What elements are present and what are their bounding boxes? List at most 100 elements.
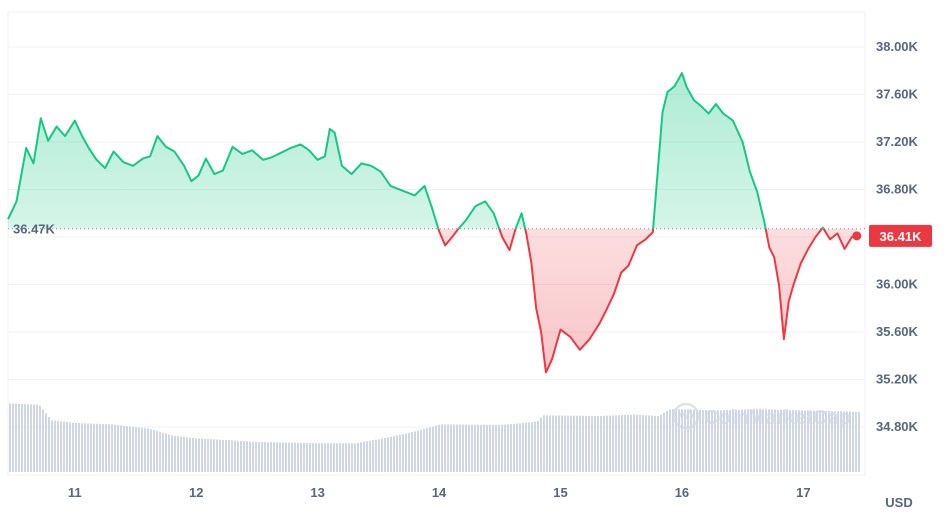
volume-bar: [774, 409, 776, 472]
volume-bar: [243, 441, 245, 472]
volume-bar: [426, 428, 428, 472]
volume-bar: [516, 423, 518, 472]
volume-bar: [30, 404, 32, 472]
volume-bar: [573, 415, 575, 472]
y-tick-label: 36.80K: [876, 182, 919, 197]
volume-bar: [423, 429, 425, 472]
volume-bar: [114, 424, 116, 472]
volume-bar: [735, 409, 737, 472]
volume-bar: [438, 424, 440, 472]
volume-bar: [333, 443, 335, 472]
volume-bar: [588, 415, 590, 472]
volume-bar: [240, 440, 242, 472]
volume-bar: [147, 428, 149, 472]
volume-bar: [741, 409, 743, 472]
volume-bar: [441, 424, 443, 472]
volume-bar: [270, 442, 272, 472]
volume-bar: [747, 409, 749, 472]
volume-bar: [129, 426, 131, 472]
volume-bar: [96, 423, 98, 472]
current-price-dot: [852, 231, 862, 241]
volume-bar: [801, 410, 803, 472]
volume-bar: [753, 409, 755, 472]
volume-bar: [291, 442, 293, 472]
y-tick-label: 37.60K: [876, 87, 919, 102]
volume-bar: [498, 425, 500, 472]
volume-bar: [336, 443, 338, 472]
volume-bar: [135, 427, 137, 472]
volume-bar: [72, 422, 74, 472]
volume-bar: [723, 410, 725, 472]
volume-bar: [84, 423, 86, 472]
volume-bar: [615, 415, 617, 472]
volume-bar: [495, 425, 497, 472]
volume-bar: [87, 423, 89, 472]
volume-bar: [654, 415, 656, 472]
x-tick-label: 15: [553, 485, 567, 500]
volume-bar: [279, 442, 281, 472]
volume-bar: [348, 443, 350, 472]
volume-bar: [378, 439, 380, 472]
volume-bar: [9, 403, 11, 472]
volume-bar: [663, 412, 665, 472]
volume-bar: [108, 424, 110, 472]
volume-bar: [288, 442, 290, 472]
volume-bar: [162, 432, 164, 472]
volume-bar: [300, 442, 302, 472]
volume-bar: [327, 443, 329, 472]
current-price-badge: [869, 224, 932, 247]
volume-bar: [792, 410, 794, 472]
volume-bar: [303, 442, 305, 472]
volume-bar: [786, 409, 788, 472]
volume-bar: [123, 425, 125, 472]
volume-bar: [570, 415, 572, 472]
volume-bar: [678, 409, 680, 472]
volume-bar: [537, 420, 539, 472]
volume-bar: [246, 441, 248, 472]
volume-bar: [531, 422, 533, 472]
volume-bar: [39, 405, 41, 472]
area-above-reference: [8, 73, 824, 229]
volume-bar: [81, 423, 83, 472]
volume-bar: [561, 415, 563, 472]
volume-bar: [168, 434, 170, 472]
volume-bar: [183, 436, 185, 472]
volume-bar: [771, 409, 773, 472]
volume-bar: [78, 423, 80, 472]
reference-price-label: 36.47K: [13, 222, 56, 237]
volume-bars: [9, 403, 860, 472]
volume-bar: [429, 427, 431, 472]
volume-bar: [540, 417, 542, 472]
volume-bar: [99, 423, 101, 472]
volume-bar: [141, 427, 143, 472]
volume-bar: [321, 443, 323, 472]
volume-bar: [489, 424, 491, 472]
volume-bar: [453, 424, 455, 472]
volume-bar: [819, 410, 821, 472]
volume-bar: [180, 436, 182, 472]
volume-bar: [450, 424, 452, 472]
volume-bar: [714, 410, 716, 472]
volume-bar: [462, 424, 464, 472]
volume-bar: [36, 404, 38, 472]
volume-bar: [75, 423, 77, 472]
volume-bar: [708, 410, 710, 472]
volume-bar: [225, 440, 227, 472]
y-tick-label: 37.20K: [876, 134, 919, 149]
volume-bar: [402, 434, 404, 472]
volume-bar: [519, 423, 521, 472]
volume-bar: [447, 424, 449, 472]
volume-bar: [624, 414, 626, 472]
volume-bar: [822, 410, 824, 472]
volume-bar: [234, 440, 236, 472]
volume-bar: [63, 421, 65, 472]
volume-bar: [171, 435, 173, 472]
volume-bar: [684, 409, 686, 472]
volume-bar: [828, 411, 830, 472]
volume-bar: [837, 411, 839, 472]
volume-bar: [15, 403, 17, 472]
volume-bar: [534, 421, 536, 472]
volume-bar: [756, 409, 758, 472]
price-line-up: [7, 72, 825, 229]
volume-bar: [195, 438, 197, 472]
